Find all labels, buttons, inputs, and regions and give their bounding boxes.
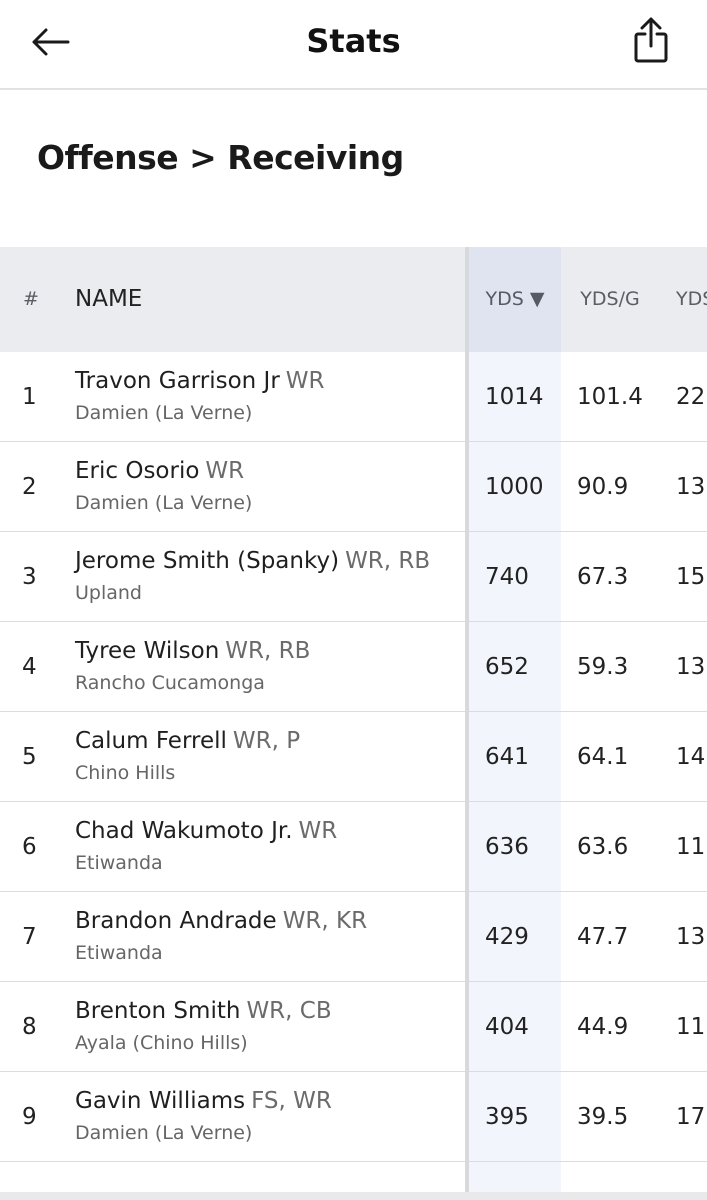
player-name[interactable]: Brenton Smith xyxy=(75,998,241,1024)
player-name[interactable]: Travon Garrison Jr xyxy=(75,368,280,394)
back-button[interactable] xyxy=(26,22,74,62)
breadcrumb: Offense > Receiving xyxy=(37,138,404,177)
player-school: Chino Hills xyxy=(75,762,176,784)
arrow-left-icon xyxy=(32,28,70,56)
cell-yds-per-game: 59.3 xyxy=(577,654,629,680)
player-name-line: Calum Ferrell WR, P xyxy=(75,728,300,754)
cell-yds-per-game: 47.7 xyxy=(577,924,629,950)
cell-yds-partial: 22 xyxy=(676,384,706,410)
cell-yds-partial: 15 xyxy=(676,564,706,590)
player-school: Ayala (Chino Hills) xyxy=(75,1032,248,1054)
cell-yds-partial: 11 xyxy=(676,834,706,860)
cell-yds-partial: 14 xyxy=(676,744,706,770)
table-row[interactable]: 7 Brandon Andrade WR, KR Etiwanda 429 47.7 13 xyxy=(0,892,707,982)
player-name[interactable]: Gavin Williams xyxy=(75,1088,246,1114)
player-school: Upland xyxy=(75,582,142,604)
cell-yds-partial: 17 xyxy=(676,1104,706,1130)
row-rank: 2 xyxy=(22,474,37,500)
player-school: Damien (La Verne) xyxy=(75,492,253,514)
column-header-rank[interactable]: # xyxy=(23,288,39,310)
player-position: WR xyxy=(285,368,325,394)
table-row[interactable]: 2 Eric Osorio WR Damien (La Verne) 1000 90.9 1… xyxy=(0,442,707,532)
column-header-yds-partial[interactable]: YDS xyxy=(676,288,707,310)
column-header-name[interactable]: NAME xyxy=(75,286,143,312)
table-body: 1 Travon Garrison Jr WR Damien (La Verne) 10… xyxy=(0,352,707,1162)
bottom-scroll-edge xyxy=(0,1192,707,1200)
table-header: # NAME YDS ▼ YDS/G YDS xyxy=(0,247,707,352)
cell-yds: 404 xyxy=(485,1014,529,1040)
player-position: WR, KR xyxy=(282,908,368,934)
player-name-line: Chad Wakumoto Jr. WR xyxy=(75,818,337,844)
player-name-line: Eric Osorio WR xyxy=(75,458,244,484)
top-navigation-bar: Stats xyxy=(0,0,707,90)
page-title: Stats xyxy=(306,22,401,60)
player-name-line: Gavin Williams FS, WR xyxy=(75,1088,332,1114)
table-row[interactable]: 6 Chad Wakumoto Jr. WR Etiwanda 636 63.6 11 xyxy=(0,802,707,892)
player-school: Damien (La Verne) xyxy=(75,1122,253,1144)
cell-yds-partial: 11 xyxy=(676,1014,706,1040)
table-row[interactable]: 4 Tyree Wilson WR, RB Rancho Cucamonga 652 59… xyxy=(0,622,707,712)
cell-yds: 636 xyxy=(485,834,529,860)
cell-yds-per-game: 63.6 xyxy=(577,834,629,860)
player-name-line: Travon Garrison Jr WR xyxy=(75,368,325,394)
player-position: WR xyxy=(298,818,338,844)
player-name[interactable]: Brandon Andrade xyxy=(75,908,277,934)
cell-yds-per-game: 39.5 xyxy=(577,1104,629,1130)
row-rank: 4 xyxy=(22,654,37,680)
cell-yds: 1014 xyxy=(485,384,544,410)
table-row[interactable]: 5 Calum Ferrell WR, P Chino Hills 641 64.1 14 xyxy=(0,712,707,802)
player-position: WR, CB xyxy=(246,998,332,1024)
cell-yds-per-game: 64.1 xyxy=(577,744,629,770)
player-name-line: Jerome Smith (Spanky) WR, RB xyxy=(75,548,430,574)
table-row[interactable]: 1 Travon Garrison Jr WR Damien (La Verne) 10… xyxy=(0,352,707,442)
share-icon xyxy=(634,17,668,63)
cell-yds: 652 xyxy=(485,654,529,680)
row-rank: 7 xyxy=(22,924,37,950)
player-name[interactable]: Jerome Smith (Spanky) xyxy=(75,548,340,574)
cell-yds-per-game: 67.3 xyxy=(577,564,629,590)
player-name[interactable]: Chad Wakumoto Jr. xyxy=(75,818,293,844)
cell-yds-partial: 13 xyxy=(676,924,706,950)
table-row[interactable]: 9 Gavin Williams FS, WR Damien (La Verne) 39… xyxy=(0,1072,707,1162)
cell-yds: 1000 xyxy=(485,474,544,500)
share-button[interactable] xyxy=(626,12,676,68)
player-name[interactable]: Eric Osorio xyxy=(75,458,200,484)
player-name[interactable]: Calum Ferrell xyxy=(75,728,227,754)
player-school: Etiwanda xyxy=(75,942,163,964)
stats-table: # NAME YDS ▼ YDS/G YDS 1 Travon Garrison … xyxy=(0,247,707,1200)
cell-yds: 641 xyxy=(485,744,529,770)
cell-yds-partial: 13 xyxy=(676,654,706,680)
cell-yds-per-game: 90.9 xyxy=(577,474,629,500)
row-rank: 8 xyxy=(22,1014,37,1040)
player-school: Rancho Cucamonga xyxy=(75,672,265,694)
cell-yds-partial: 13 xyxy=(676,474,706,500)
sorted-column-highlight xyxy=(469,352,561,1200)
player-name[interactable]: Tyree Wilson xyxy=(75,638,220,664)
player-name-line: Brenton Smith WR, CB xyxy=(75,998,332,1024)
row-rank: 1 xyxy=(22,384,37,410)
player-position: WR, RB xyxy=(345,548,431,574)
player-name-line: Brandon Andrade WR, KR xyxy=(75,908,367,934)
player-name-line: Tyree Wilson WR, RB xyxy=(75,638,310,664)
row-rank: 9 xyxy=(22,1104,37,1130)
row-rank: 5 xyxy=(22,744,37,770)
cell-yds-per-game: 101.4 xyxy=(577,384,643,410)
cell-yds: 395 xyxy=(485,1104,529,1130)
frozen-column-divider xyxy=(465,247,469,1200)
player-school: Damien (La Verne) xyxy=(75,402,253,424)
cell-yds: 429 xyxy=(485,924,529,950)
cell-yds: 740 xyxy=(485,564,529,590)
column-header-yds-per-game[interactable]: YDS/G xyxy=(580,288,640,310)
table-row[interactable]: 3 Jerome Smith (Spanky) WR, RB Upland 740 67.… xyxy=(0,532,707,622)
player-school: Etiwanda xyxy=(75,852,163,874)
player-position: FS, WR xyxy=(251,1088,332,1114)
row-rank: 6 xyxy=(22,834,37,860)
column-header-yds-sorted[interactable]: YDS ▼ xyxy=(469,247,561,352)
row-rank: 3 xyxy=(22,564,37,590)
player-position: WR xyxy=(205,458,245,484)
table-row[interactable]: 8 Brenton Smith WR, CB Ayala (Chino Hills) 4… xyxy=(0,982,707,1072)
cell-yds-per-game: 44.9 xyxy=(577,1014,629,1040)
player-position: WR, P xyxy=(232,728,301,754)
player-position: WR, RB xyxy=(225,638,311,664)
